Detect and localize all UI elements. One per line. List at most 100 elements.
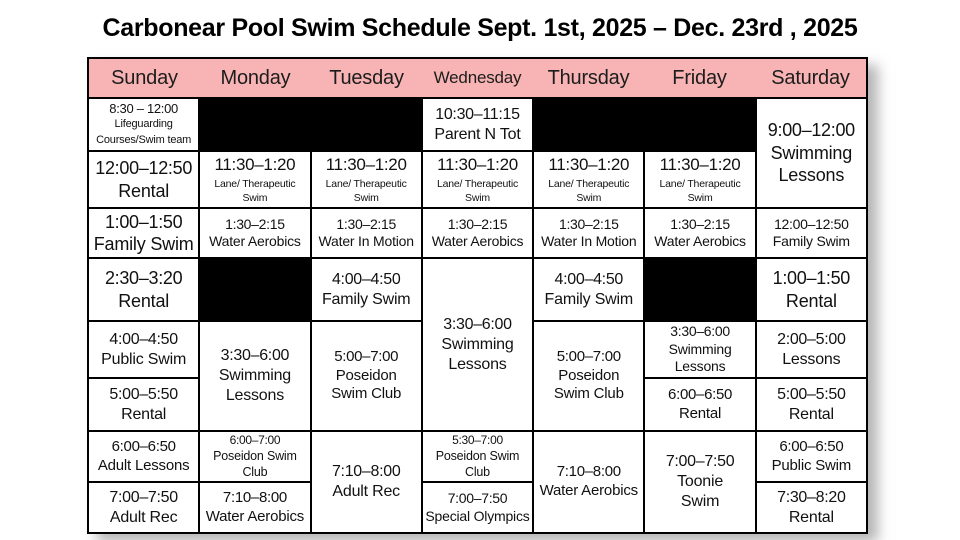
cell-time: 1:30–2:15	[558, 215, 619, 232]
cell-time: 7:10–8:00	[331, 463, 401, 480]
cell-label: Water In Motion	[318, 233, 414, 249]
weekday-header-sunday: Sunday	[111, 66, 178, 89]
blackout-cell-friday-r4	[644, 258, 756, 321]
cell-time: 2:00–5:00	[777, 330, 846, 348]
schedule-cell-tuesday-r7: 7:10–8:00 Adult Rec	[310, 431, 422, 533]
cell-label: Rental	[785, 290, 837, 311]
schedule-cell-sunday-r4: 2:30–3:20 Rental	[88, 258, 200, 321]
cell-label: Public Swim	[101, 350, 187, 368]
weekday-header-friday: Friday	[672, 66, 727, 89]
cell-label: Rental	[788, 508, 834, 526]
cell-time: 2:30–3:20	[104, 268, 183, 288]
cell-label: Poseidon Swim Club	[553, 366, 624, 403]
schedule-cell-monday-r8: 7:10–8:00 Water Aerobics	[199, 482, 311, 533]
cell-time: 1:00–1:50	[772, 268, 851, 288]
schedule-cell-wednesday-r4: 3:30–6:00 Swimming Lessons	[421, 258, 534, 431]
cell-label: Lane/ Therapeutic Swim	[659, 177, 741, 205]
cell-time: 9:00–12:00	[767, 120, 855, 141]
schedule-cell-saturday-r7: 6:00–6:50 Public Swim	[755, 431, 867, 482]
cell-label: Special Olympics	[425, 507, 530, 524]
cell-label: Swimming Lessons	[441, 335, 514, 373]
cell-time: 12:00–12:50	[95, 158, 193, 178]
cell-label: Rental	[678, 404, 722, 422]
schedule-cell-saturday-r5: 2:00–5:00 Lessons	[755, 321, 867, 378]
page-title: Carbonear Pool Swim Schedule Sept. 1st, …	[102, 14, 858, 42]
cell-time: 12:00–12:50	[774, 215, 849, 232]
cell-time: 3:30–6:00	[670, 323, 730, 340]
cell-time: 10:30–11:15	[435, 105, 520, 123]
cell-label: Parent N Tot	[434, 125, 521, 143]
cell-label: Lane/ Therapeutic Swim	[214, 177, 296, 205]
cell-time: 7:00–7:50	[665, 453, 735, 470]
weekday-header-thursday: Thursday	[547, 66, 630, 89]
cell-label: Water Aerobics	[539, 482, 639, 499]
cell-label: Family Swim	[772, 233, 850, 249]
schedule-cell-thursday-r7: 7:10–8:00 Water Aerobics	[533, 431, 645, 533]
cell-label: Swimming Lessons	[668, 340, 732, 375]
weekday-header-row: Sunday Monday Tuesday Wednesday Thursday Frid…	[88, 58, 867, 98]
schedule-cell-friday-r3: 1:30–2:15 Water Aerobics	[644, 208, 756, 258]
cell-time: 7:30–8:20	[777, 488, 846, 506]
blackout-cell-friday-r1	[644, 98, 756, 151]
cell-label: Poseidon Swim Club	[213, 448, 297, 479]
cell-label: Water Aerobics	[431, 233, 524, 249]
cell-time: 7:10–8:00	[222, 488, 287, 506]
cell-label: Water Aerobics	[205, 507, 305, 525]
schedule-cell-wednesday-r8: 7:00–7:50 Special Olympics	[421, 482, 534, 533]
cell-time: 6:00–6:50	[779, 437, 844, 455]
schedule-cell-thursday-r5: 5:00–7:00 Poseidon Swim Club	[533, 321, 645, 431]
schedule-cell-sunday-r6: 5:00–5:50 Rental	[88, 378, 200, 431]
schedule-cell-sunday-r1: 8:30 – 12:00 Lifeguarding Courses/Swim te…	[88, 98, 200, 151]
cell-time: 11:30–1:20	[659, 154, 741, 174]
schedule-cell-monday-r2: 11:30–1:20 Lane/ Therapeutic Swim	[199, 151, 311, 208]
weekday-header-wednesday: Wednesday	[433, 68, 522, 87]
schedule-cell-wednesday-r1: 10:30–11:15 Parent N Tot	[421, 98, 534, 151]
cell-time: 1:00–1:50	[104, 211, 183, 232]
schedule-cell-thursday-r4: 4:00–4:50 Family Swim	[533, 258, 645, 321]
schedule-cell-friday-r6: 6:00–6:50 Rental	[644, 378, 756, 431]
cell-label: Poseidon Swim Club	[435, 448, 520, 479]
cell-label: Water Aerobics	[209, 233, 301, 249]
cell-time: 6:00–6:50	[111, 437, 176, 455]
cell-label: Public Swim	[771, 456, 852, 474]
schedule-cell-tuesday-r2: 11:30–1:20 Lane/ Therapeutic Swim	[310, 151, 422, 208]
cell-time: 3:30–6:00	[443, 315, 512, 333]
cell-label: Lane/ Therapeutic Swim	[325, 177, 407, 205]
schedule-cell-friday-r2: 11:30–1:20 Lane/ Therapeutic Swim	[644, 151, 756, 208]
cell-label: Lane/ Therapeutic Swim	[548, 177, 630, 205]
blackout-cell-thursday-r1	[533, 98, 645, 151]
weekday-header-tuesday: Tuesday	[329, 66, 404, 89]
cell-label: Rental	[118, 290, 170, 311]
cell-label: Rental	[121, 405, 167, 423]
schedule-cell-wednesday-r2: 11:30–1:20 Lane/ Therapeutic Swim	[421, 151, 534, 208]
cell-label: Water In Motion	[541, 233, 637, 249]
schedule-cell-saturday-r6: 5:00–5:50 Rental	[755, 378, 867, 431]
schedule-cell-monday-r3: 1:30–2:15 Water Aerobics	[199, 208, 311, 258]
schedule-cell-saturday-r4: 1:00–1:50 Rental	[755, 258, 867, 321]
schedule-cell-tuesday-r4: 4:00–4:50 Family Swim	[310, 258, 422, 321]
schedule-cell-saturday-r3: 12:00–12:50 Family Swim	[755, 208, 867, 258]
cell-time: 4:00–4:50	[109, 330, 178, 348]
cell-label: Lessons	[782, 350, 841, 368]
cell-time: 11:30–1:20	[325, 154, 407, 174]
schedule-cell-tuesday-r3: 1:30–2:15 Water In Motion	[310, 208, 422, 258]
cell-label: Lane/ Therapeutic Swim	[436, 177, 519, 205]
cell-label: Swimming Lessons	[770, 142, 853, 186]
blackout-cell-monday-r1	[199, 98, 311, 151]
cell-time: 5:00–5:50	[109, 385, 178, 403]
cell-time: 7:00–7:50	[109, 488, 178, 506]
cell-label: Family Swim	[321, 290, 411, 308]
cell-label: Poseidon Swim Club	[331, 366, 402, 403]
cell-time: 5:00–7:00	[556, 347, 621, 365]
cell-label: Adult Rec	[109, 508, 178, 526]
cell-time: 4:00–4:50	[554, 270, 624, 288]
schedule-cell-tuesday-r5: 5:00–7:00 Poseidon Swim Club	[310, 321, 422, 431]
schedule-cell-sunday-r8: 7:00–7:50 Adult Rec	[88, 482, 200, 533]
schedule-cell-sunday-r5: 4:00–4:50 Public Swim	[88, 321, 200, 378]
cell-time: 1:30–2:15	[336, 215, 396, 232]
cell-label: Rental	[118, 180, 170, 201]
schedule-cell-wednesday-r7: 5:30–7:00 Poseidon Swim Club	[421, 431, 534, 482]
schedule-cell-saturday-r1: 9:00–12:00 Swimming Lessons	[755, 98, 867, 208]
schedule-cell-wednesday-r3: 1:30–2:15 Water Aerobics	[421, 208, 534, 258]
